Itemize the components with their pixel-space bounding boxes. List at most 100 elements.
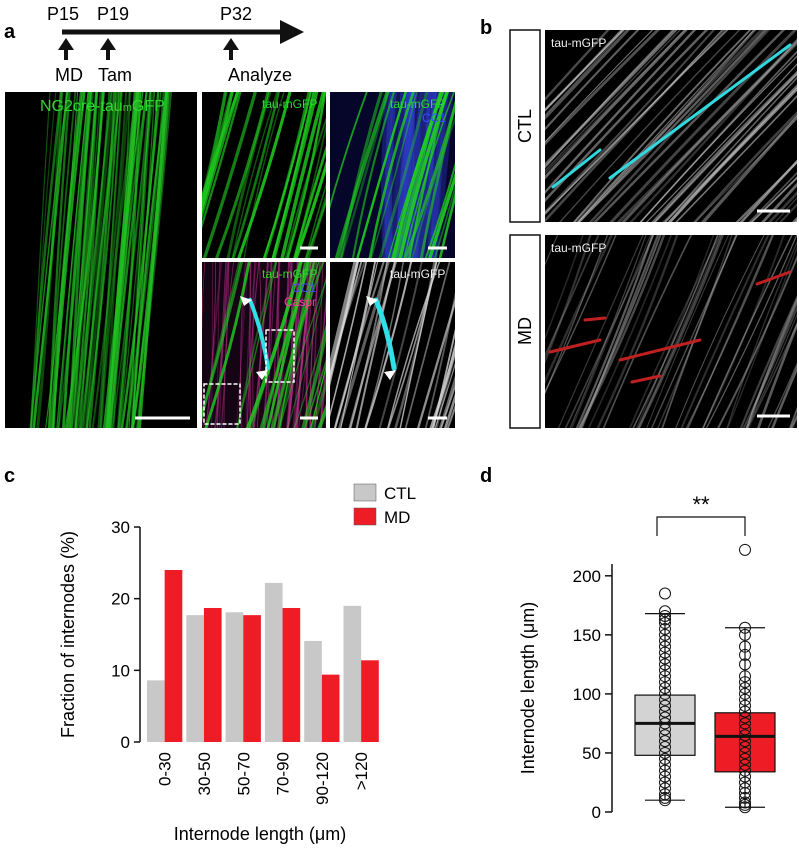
fiber xyxy=(726,240,797,428)
fiber xyxy=(245,262,258,428)
fiber xyxy=(545,30,686,175)
fiber xyxy=(635,235,715,428)
y-tick-label: 150 xyxy=(573,626,601,645)
fiber xyxy=(378,92,429,258)
box xyxy=(714,712,776,773)
fiber xyxy=(685,235,775,428)
fiber xyxy=(271,92,315,258)
image-label: CC1 xyxy=(292,281,316,295)
fiber xyxy=(680,235,770,428)
fiber xyxy=(545,30,709,203)
fiber xyxy=(49,92,83,428)
fiber xyxy=(76,92,111,428)
image-label: tau-mGFP xyxy=(390,97,445,111)
bar xyxy=(321,674,340,742)
fiber xyxy=(545,30,688,180)
fibers xyxy=(29,30,797,428)
fiber xyxy=(654,73,797,222)
x-tick-label: 30-50 xyxy=(195,752,214,795)
x-tick-label: 0-30 xyxy=(156,752,175,786)
fiber xyxy=(68,92,92,428)
fiber xyxy=(675,95,797,222)
fiber xyxy=(771,365,797,428)
y-tick-label: 20 xyxy=(111,590,130,609)
micrograph xyxy=(545,30,797,222)
data-point xyxy=(739,764,751,777)
fiber xyxy=(705,235,797,428)
fiber xyxy=(637,235,723,428)
image-label: tau-mGFP xyxy=(551,36,606,50)
overlays xyxy=(203,43,792,425)
fiber xyxy=(202,92,257,258)
fiber xyxy=(774,197,797,222)
fiber xyxy=(435,351,455,428)
fiber xyxy=(431,341,455,428)
fiber xyxy=(702,235,793,428)
fiber xyxy=(124,92,166,428)
timeline-tick: P15 xyxy=(47,4,79,24)
bar xyxy=(147,680,165,742)
fiber xyxy=(702,235,785,428)
fiber xyxy=(398,92,449,258)
bar xyxy=(361,660,379,742)
data-point xyxy=(659,587,671,600)
fiber xyxy=(767,362,797,428)
fiber xyxy=(578,235,662,428)
fiber xyxy=(559,30,741,222)
fiber xyxy=(750,176,797,222)
fiber xyxy=(545,235,592,365)
fiber xyxy=(250,262,302,428)
data-point xyxy=(739,658,751,671)
data-point xyxy=(659,770,671,783)
fiber xyxy=(387,262,441,428)
fiber xyxy=(429,345,455,428)
fiber xyxy=(632,235,719,428)
fiber xyxy=(580,235,660,428)
data-point xyxy=(739,782,751,795)
fiber xyxy=(380,92,395,258)
data-point xyxy=(739,791,751,804)
image-label: tau-mGFP xyxy=(551,241,606,255)
fiber xyxy=(305,183,326,258)
fiber xyxy=(280,92,326,258)
fiber xyxy=(108,92,148,428)
fiber xyxy=(662,87,797,222)
y-tick-label: 50 xyxy=(582,744,601,763)
data-point xyxy=(659,664,671,677)
fiber xyxy=(370,92,418,258)
fiber xyxy=(80,92,118,428)
data-point xyxy=(659,676,671,689)
fiber xyxy=(545,30,640,131)
fiber xyxy=(434,184,455,258)
fiber xyxy=(651,71,797,222)
fiber xyxy=(391,92,445,258)
fiber xyxy=(609,30,797,222)
fiber xyxy=(306,193,326,258)
fiber-group xyxy=(202,92,326,258)
fiber xyxy=(664,76,797,222)
fiber xyxy=(85,92,120,428)
fiber xyxy=(577,30,755,222)
data-point xyxy=(739,621,751,634)
fiber xyxy=(319,354,326,428)
fiber xyxy=(545,235,614,385)
fiber xyxy=(739,295,797,428)
fiber xyxy=(202,262,241,422)
data-point xyxy=(739,758,751,771)
fiber xyxy=(578,235,666,428)
fiber xyxy=(256,262,262,428)
fiber xyxy=(545,30,660,146)
data-point xyxy=(659,605,671,618)
data-point xyxy=(739,717,751,730)
y-tick-label: 10 xyxy=(111,661,130,680)
fiber xyxy=(390,92,444,258)
fiber xyxy=(545,30,625,112)
fiber xyxy=(330,92,368,209)
data-point xyxy=(739,776,751,789)
fiber xyxy=(52,92,86,428)
fiber xyxy=(616,38,797,222)
fiber xyxy=(637,235,725,428)
panel-label: a xyxy=(4,21,16,43)
y-tick-label: 30 xyxy=(111,518,130,537)
